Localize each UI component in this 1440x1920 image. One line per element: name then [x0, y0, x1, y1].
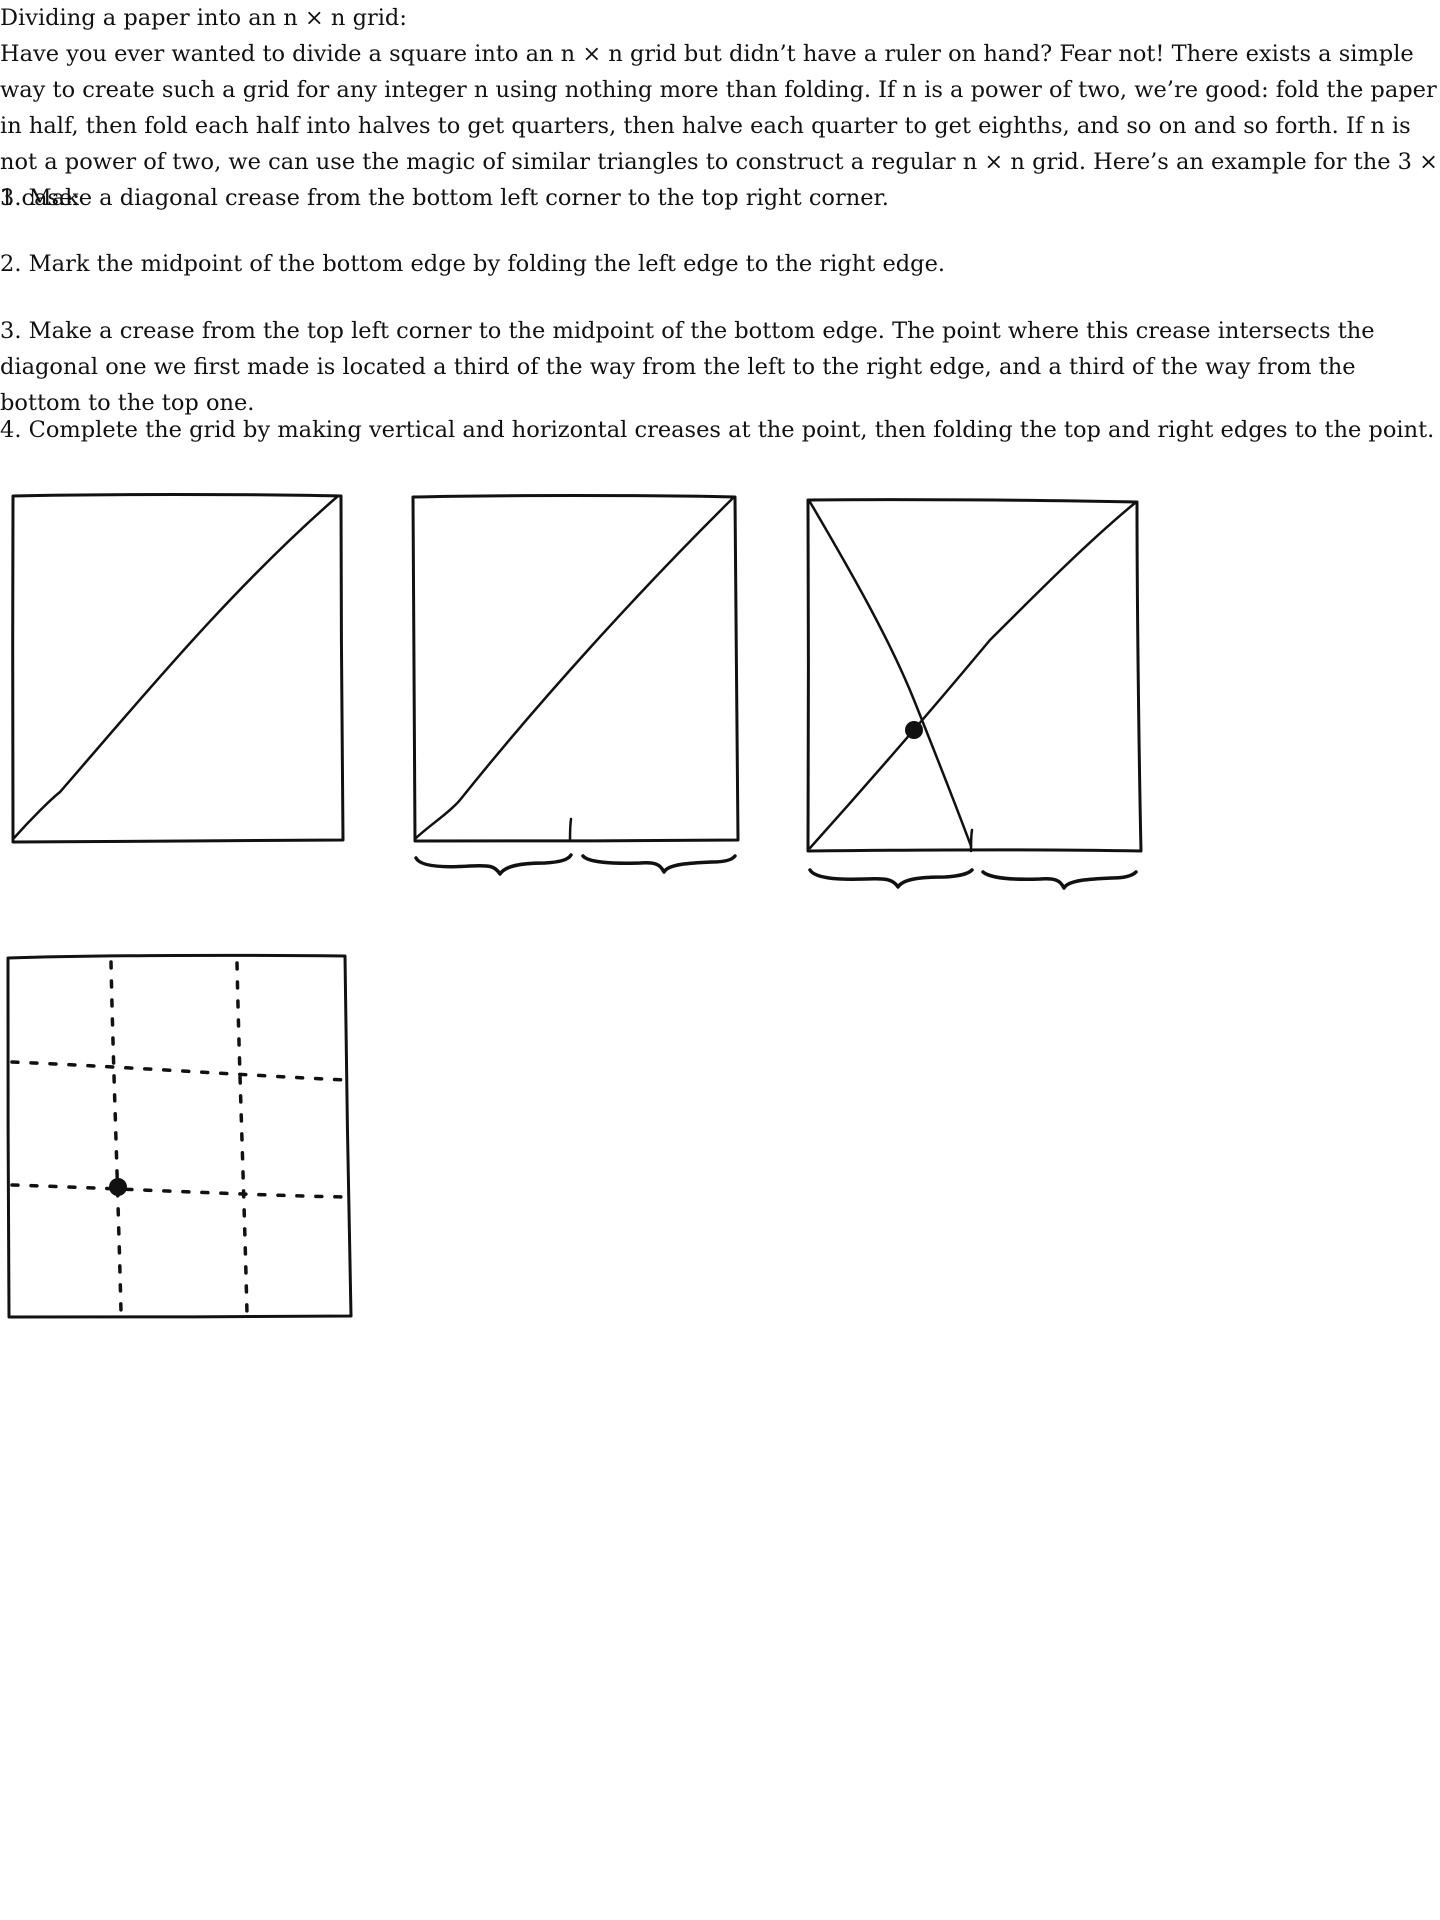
- paper-square: [6, 953, 353, 1319]
- step-4-text: 4. Complete the grid by making vertical …: [0, 417, 1435, 443]
- diagonal-crease: [12, 494, 340, 840]
- step-2-text: 2. Mark the midpoint of the bottom edge …: [0, 251, 946, 277]
- step-3-text: 3. Make a crease from the top left corne…: [0, 318, 1375, 416]
- left-half-brace: [808, 868, 974, 889]
- diagonal-crease: [414, 496, 735, 840]
- step-4-diagram: [6, 953, 353, 1319]
- paper-square: [11, 493, 345, 844]
- left-half-brace: [414, 853, 573, 876]
- folding-illustrations: [6, 493, 1143, 1319]
- step-3-diagram: [806, 498, 1143, 890]
- horizontal-crease-bottom: [10, 1183, 347, 1199]
- midpoint-mark: [969, 828, 974, 853]
- paper-square: [411, 494, 740, 843]
- midpoint-mark: [568, 817, 573, 842]
- step-1-diagram: [11, 493, 345, 844]
- paper-square: [806, 498, 1143, 853]
- step-2-diagram: [411, 494, 740, 876]
- intro-paragraph: Have you ever wanted to divide a square …: [0, 41, 1438, 211]
- intersection-point: [905, 721, 923, 739]
- vertical-crease-left: [109, 960, 123, 1314]
- vertical-crease-right: [235, 961, 249, 1316]
- horizontal-crease-top: [10, 1060, 347, 1082]
- article-title: Dividing a paper into an n × n grid:: [0, 5, 407, 31]
- corner-to-midpoint-crease: [808, 500, 973, 848]
- diagonal-crease: [808, 501, 1137, 850]
- step-1-text: 1. Make a diagonal crease from the botto…: [0, 185, 889, 211]
- right-half-brace: [981, 870, 1138, 890]
- right-half-brace: [581, 854, 737, 874]
- grid-point: [109, 1178, 127, 1196]
